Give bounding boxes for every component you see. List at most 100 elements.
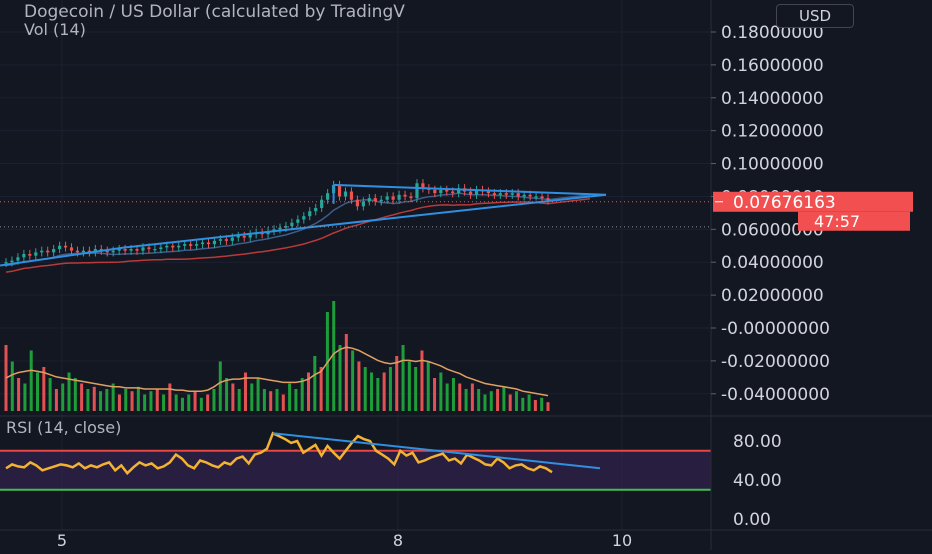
price-tick-label: 0.14000000 (721, 89, 824, 109)
candle-body (28, 254, 32, 256)
candle-body (397, 194, 401, 200)
candle-body (367, 198, 371, 202)
candle-body (421, 183, 425, 189)
candle-body (75, 250, 80, 253)
candle-body (16, 257, 20, 261)
candle-body (439, 189, 443, 194)
currency-button[interactable]: USD (776, 4, 854, 28)
price-tick-label: -0.04000000 (721, 385, 830, 405)
volume-bar (464, 389, 468, 411)
volume-bar (508, 394, 512, 411)
volume-bar (281, 394, 285, 411)
countdown-label: 47:57 (814, 212, 860, 231)
volume-bar (370, 372, 374, 411)
candle-body (230, 237, 234, 241)
rsi-tick-label: 0.00 (733, 510, 771, 530)
candle-body (206, 242, 211, 245)
volume-bar (420, 350, 424, 411)
candle-body (385, 196, 389, 200)
rsi-trendline (272, 432, 601, 470)
candle-body (510, 193, 514, 195)
volume-bar (80, 383, 84, 411)
candle-body (278, 227, 282, 230)
candle-body (242, 235, 246, 238)
candle-body (391, 196, 395, 200)
candle-body (117, 249, 121, 251)
candle-body (87, 250, 91, 253)
volume-bar (136, 386, 140, 411)
volume-bar (439, 372, 443, 411)
volume-bar (187, 394, 191, 411)
candle-body (93, 249, 97, 253)
candle-body (540, 196, 544, 199)
candle-body (34, 252, 38, 256)
volume-bar (489, 391, 493, 411)
candle-body (218, 239, 223, 241)
price-axis: 0.18000000 0.16000000 0.14000000 0.12000000… (710, 0, 913, 550)
candle-body (504, 193, 508, 195)
candle-body (522, 194, 526, 197)
candle-body (183, 244, 187, 246)
candle-body (260, 232, 264, 235)
candle-body (546, 198, 550, 201)
candle-body (314, 207, 318, 212)
volume-bar (36, 372, 40, 411)
chart-title: Dogecoin / US Dollar (calculated by Trad… (24, 2, 405, 22)
volume-bar (212, 389, 216, 411)
volume-bar (29, 350, 33, 411)
volume-bar (86, 389, 90, 411)
volume-bar (155, 389, 159, 411)
candle-body (308, 211, 312, 217)
volume-bar (540, 397, 544, 411)
volume-bar (269, 391, 273, 411)
price-tick-label: -0.00000000 (721, 319, 830, 339)
volume-bar (332, 301, 336, 411)
price-tick-label: 0.02000000 (721, 286, 824, 306)
candle-body (10, 260, 14, 263)
rsi-indicator-label[interactable]: RSI (14, close) (6, 418, 122, 437)
volume-bar (338, 345, 342, 411)
volume-bar (407, 361, 411, 411)
candle-body (248, 234, 252, 238)
candle-body (337, 184, 342, 197)
trendline-resistance (333, 183, 607, 196)
time-tick-label: 8 (393, 531, 403, 550)
rsi-pane (0, 415, 932, 491)
volume-bar (426, 361, 430, 411)
candle-body (373, 198, 377, 202)
volume-bar (180, 397, 184, 411)
price-tick-label: 0.10000000 (721, 155, 824, 175)
volume-bar (496, 389, 500, 411)
volume-bar (105, 389, 109, 411)
volume-indicator-label[interactable]: Vol (14) (24, 20, 86, 39)
volume-bar (514, 391, 518, 411)
volume-bar (61, 383, 65, 411)
candle-body (200, 242, 205, 245)
candle-body (69, 247, 74, 251)
candle-body (159, 247, 163, 250)
rsi-tick-label: 40.00 (733, 471, 782, 491)
volume-bar (99, 391, 103, 411)
volume-bar (143, 394, 147, 411)
candle-body (129, 249, 133, 251)
volume-bar (382, 372, 386, 411)
candle-body (4, 262, 8, 264)
candle-body (516, 193, 520, 197)
candle-body (147, 247, 151, 250)
volume-bar (307, 372, 311, 411)
volume-ma-line (5, 346, 549, 397)
candle-body (141, 247, 145, 251)
volume-bar (42, 367, 46, 411)
volume-bar (477, 389, 481, 411)
candle-body (457, 188, 461, 194)
volume-bar (470, 383, 474, 411)
volume-bar (433, 378, 437, 411)
volume-bar (111, 383, 115, 411)
volume-bar (162, 394, 166, 411)
volume-bar (124, 389, 128, 411)
volume-bar (117, 394, 121, 411)
candle-body (290, 222, 294, 227)
volume-bar (344, 334, 348, 411)
